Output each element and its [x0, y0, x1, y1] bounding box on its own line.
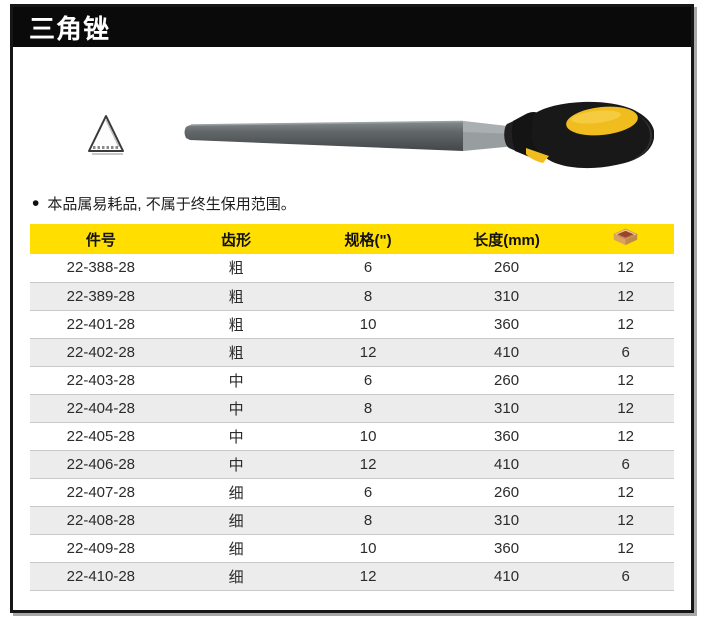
cell-tooth: 中: [171, 366, 301, 395]
note-bullet: •: [32, 191, 40, 215]
col-header-part: 件号: [30, 224, 172, 254]
col-header-length: 长度(mm): [435, 224, 578, 254]
cell-size: 10: [300, 534, 436, 563]
col-header-qty: [577, 224, 674, 254]
cell-tooth: 细: [171, 478, 301, 507]
cell-length: 360: [435, 310, 578, 339]
cell-part: 22-403-28: [30, 366, 172, 395]
consumable-note: • 本品属易耗品, 不属于终生保用范围。: [32, 193, 674, 214]
table-row: 22-389-28 粗 8 310 12: [30, 282, 674, 311]
table-row: 22-402-28 粗 12 410 6: [30, 338, 674, 367]
cell-qty: 12: [577, 534, 674, 563]
cell-tooth: 粗: [171, 282, 301, 311]
table-row: 22-405-28 中 10 360 12: [30, 422, 674, 451]
cell-part: 22-389-28: [30, 282, 172, 311]
cell-size: 6: [300, 366, 436, 395]
content-area: • 本品属易耗品, 不属于终生保用范围。 件号 齿形 规格(") 长度(mm): [13, 91, 691, 591]
cell-part: 22-401-28: [30, 310, 172, 339]
table-row: 22-408-28 细 8 310 12: [30, 506, 674, 535]
cell-qty: 12: [577, 506, 674, 535]
cell-length: 310: [435, 282, 578, 311]
cell-size: 6: [300, 478, 436, 507]
cell-size: 12: [300, 338, 436, 367]
cell-tooth: 细: [171, 534, 301, 563]
cell-part: 22-402-28: [30, 338, 172, 367]
cell-qty: 12: [577, 310, 674, 339]
cell-tooth: 粗: [171, 310, 301, 339]
cell-part: 22-409-28: [30, 534, 172, 563]
table-row: 22-407-28 细 6 260 12: [30, 478, 674, 507]
cell-part: 22-407-28: [30, 478, 172, 507]
cell-qty: 12: [577, 478, 674, 507]
note-text: 本品属易耗品, 不属于终生保用范围。: [47, 196, 296, 213]
table-header-row: 件号 齿形 规格(") 长度(mm): [30, 224, 674, 254]
product-photo: [184, 101, 654, 169]
col-header-tooth: 齿形: [171, 224, 301, 254]
cell-length: 410: [435, 562, 578, 591]
cell-size: 10: [300, 422, 436, 451]
cell-part: 22-405-28: [30, 422, 172, 451]
cell-size: 8: [300, 506, 436, 535]
col-header-size: 规格("): [300, 224, 436, 254]
cell-part: 22-408-28: [30, 506, 172, 535]
cell-length: 310: [435, 394, 578, 423]
table-row: 22-410-28 细 12 410 6: [30, 562, 674, 591]
cell-part: 22-406-28: [30, 450, 172, 479]
cell-size: 6: [300, 254, 436, 283]
cell-length: 260: [435, 254, 578, 283]
cell-size: 8: [300, 394, 436, 423]
cell-length: 360: [435, 534, 578, 563]
file-handle: [504, 101, 654, 169]
table-row: 22-409-28 细 10 360 12: [30, 534, 674, 563]
table-row: 22-388-28 粗 6 260 12: [30, 254, 674, 283]
cell-size: 12: [300, 562, 436, 591]
cell-length: 260: [435, 366, 578, 395]
cell-length: 260: [435, 478, 578, 507]
triangle-cross-section-icon: [88, 115, 124, 155]
cell-length: 410: [435, 338, 578, 367]
table-row: 22-401-28 粗 10 360 12: [30, 310, 674, 339]
cell-tooth: 中: [171, 394, 301, 423]
page-title: 三角锉: [29, 13, 111, 44]
spec-table: 件号 齿形 规格(") 长度(mm): [30, 224, 674, 591]
table-row: 22-406-28 中 12 410 6: [30, 450, 674, 479]
cell-qty: 6: [577, 562, 674, 591]
cell-qty: 12: [577, 366, 674, 395]
cell-tooth: 粗: [171, 254, 301, 283]
cell-part: 22-410-28: [30, 562, 172, 591]
catalog-page: 三角锉: [10, 4, 694, 613]
cell-length: 310: [435, 506, 578, 535]
cell-tooth: 中: [171, 450, 301, 479]
cell-part: 22-388-28: [30, 254, 172, 283]
cell-length: 410: [435, 450, 578, 479]
table-row: 22-403-28 中 6 260 12: [30, 366, 674, 395]
cell-qty: 6: [577, 338, 674, 367]
cell-size: 10: [300, 310, 436, 339]
inner-box-icon: [613, 228, 639, 246]
cell-qty: 12: [577, 254, 674, 283]
cell-part: 22-404-28: [30, 394, 172, 423]
table-row: 22-404-28 中 8 310 12: [30, 394, 674, 423]
cell-qty: 12: [577, 282, 674, 311]
cell-tooth: 粗: [171, 338, 301, 367]
cell-tooth: 细: [171, 562, 301, 591]
cell-length: 360: [435, 422, 578, 451]
cell-tooth: 细: [171, 506, 301, 535]
cell-tooth: 中: [171, 422, 301, 451]
cell-qty: 12: [577, 394, 674, 423]
cell-size: 12: [300, 450, 436, 479]
product-row: [30, 91, 674, 181]
file-blade: [184, 120, 515, 151]
title-bar: 三角锉: [13, 7, 691, 47]
cell-qty: 6: [577, 450, 674, 479]
cell-qty: 12: [577, 422, 674, 451]
cell-size: 8: [300, 282, 436, 311]
